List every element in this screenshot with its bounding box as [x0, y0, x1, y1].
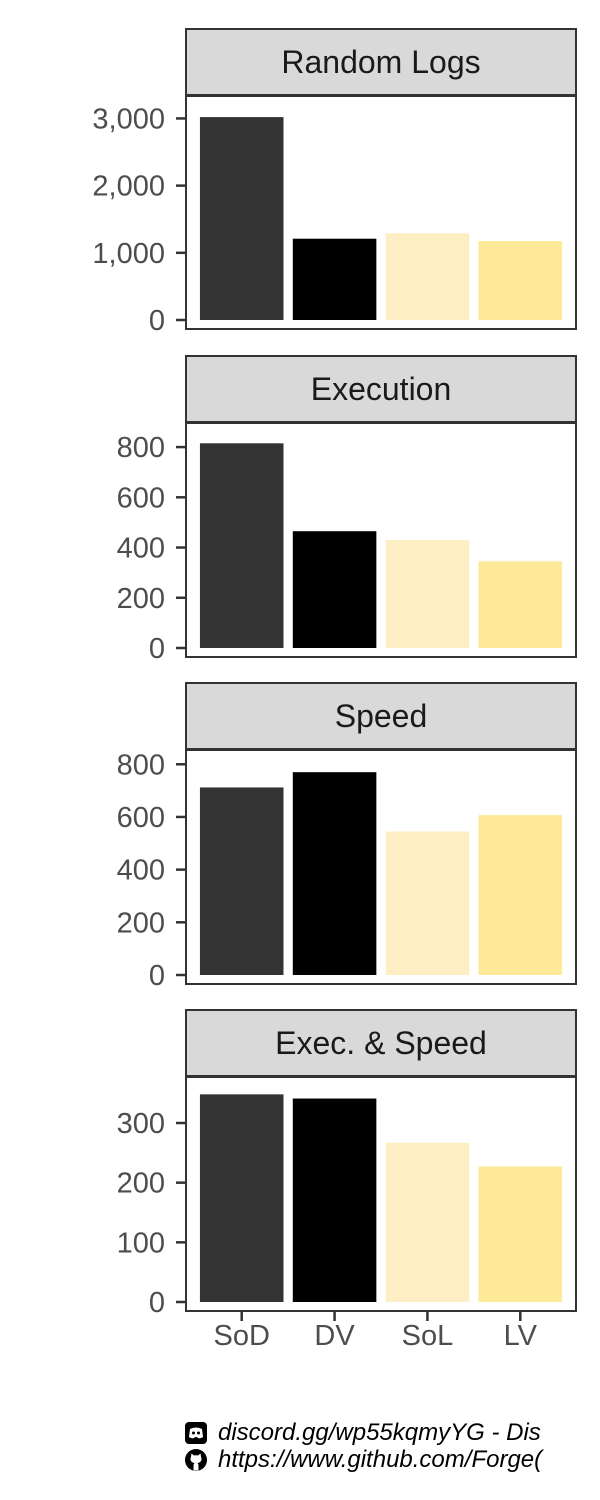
bar-sod [199, 1094, 284, 1302]
bar-dv [292, 531, 377, 648]
discord-link[interactable]: discord.gg/wp55kqmyYG - Dis [218, 1419, 541, 1446]
panel-border [185, 749, 577, 985]
discord-credit: discord.gg/wp55kqmyYG - Dis [184, 1419, 600, 1446]
y-tick-label: 1,000 [92, 238, 165, 270]
facet-strip [185, 28, 577, 96]
x-tick-label: LV [504, 1320, 538, 1352]
bar-sod [199, 443, 284, 648]
bar-sod [199, 787, 284, 975]
facet-strip [185, 355, 577, 423]
bar-sol [385, 1142, 470, 1302]
panel-border [185, 1076, 577, 1312]
y-tick-label: 200 [117, 907, 165, 939]
y-tick-label: 2,000 [92, 171, 165, 203]
y-tick-label: 200 [117, 583, 165, 615]
x-tick-label: SoD [214, 1320, 270, 1352]
bar-sol [385, 831, 470, 975]
y-tick-label: 0 [149, 305, 165, 337]
bar-lv [478, 815, 563, 975]
bar-sol [385, 233, 470, 320]
facet-title: Exec. & Speed [275, 1025, 487, 1061]
y-tick-label: 400 [117, 533, 165, 565]
panel-border [185, 422, 577, 658]
faceted-bar-chart: Random Logs 0 1,000 2,000 3,000 Execution 0 200… [92, 28, 577, 1352]
github-credit: https://www.github.com/Forge( [184, 1446, 600, 1473]
y-tick-label: 200 [117, 1168, 165, 1200]
github-link[interactable]: https://www.github.com/Forge( [218, 1446, 543, 1473]
bar-dv [292, 1098, 377, 1302]
y-tick-label: 0 [149, 633, 165, 665]
y-tick-label: 0 [149, 1287, 165, 1319]
bar-lv [478, 561, 563, 648]
bar-dv [292, 238, 377, 320]
facet-title: Speed [335, 698, 428, 734]
y-tick-label: 600 [117, 802, 165, 834]
y-tick-label: 600 [117, 482, 165, 514]
y-tick-label: 0 [149, 960, 165, 992]
discord-icon [185, 1421, 207, 1444]
y-tick-label: 400 [117, 855, 165, 887]
panel-border [185, 95, 577, 330]
facet-strip [185, 1009, 577, 1077]
bar-dv [292, 772, 377, 975]
facet-title: Execution [311, 371, 452, 407]
y-tick-label: 100 [117, 1227, 165, 1259]
bar-lv [478, 241, 563, 320]
y-tick-label: 3,000 [92, 103, 165, 135]
bar-sol [385, 540, 470, 648]
x-tick-label: SoL [402, 1320, 454, 1352]
facet-title: Random Logs [281, 44, 480, 80]
bar-lv [478, 1166, 563, 1302]
x-tick-label: DV [314, 1320, 355, 1352]
y-tick-label: 300 [117, 1108, 165, 1140]
y-tick-label: 800 [117, 749, 165, 781]
y-tick-label: 800 [117, 432, 165, 464]
github-icon [185, 1448, 207, 1471]
bar-sod [199, 117, 284, 320]
credits: discord.gg/wp55kqmyYG - Dis https://www.… [184, 1419, 600, 1473]
